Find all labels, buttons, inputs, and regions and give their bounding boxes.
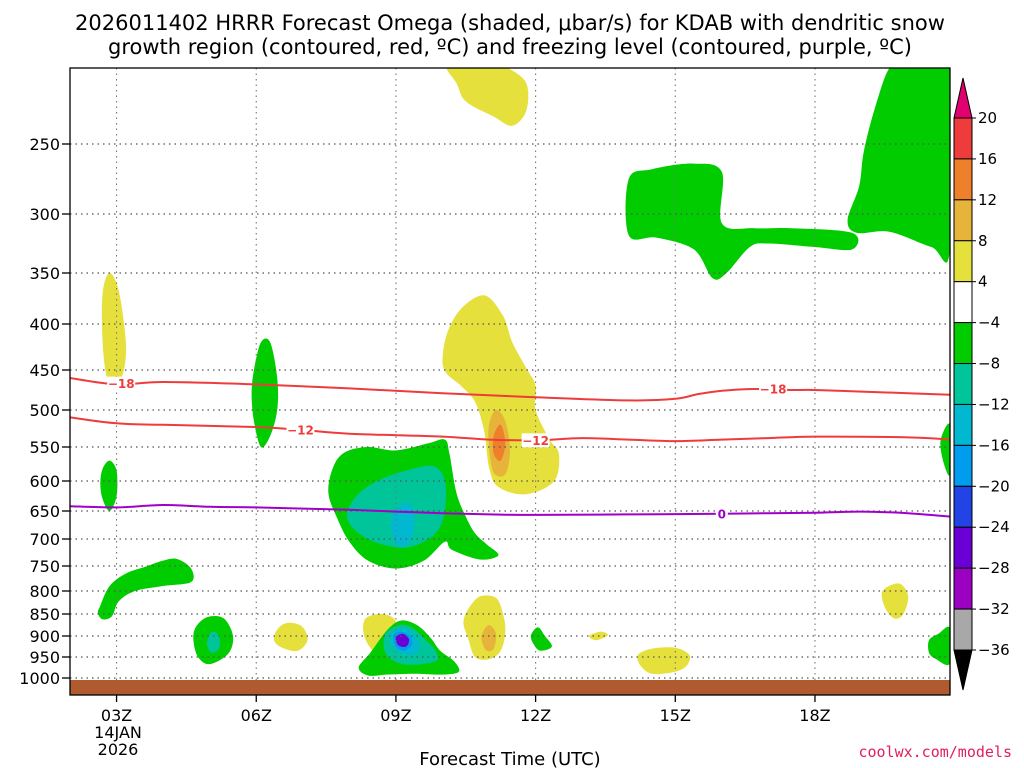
colorbar-swatch-8 bbox=[953, 444, 973, 487]
chart-title-line1: 2026011402 HRRR Forecast Omega (shaded, … bbox=[75, 11, 945, 35]
omega-region-14 bbox=[251, 338, 279, 448]
contour-line-2 bbox=[70, 503, 950, 518]
omega-region-1 bbox=[101, 272, 127, 384]
y-tick-label-800: 800 bbox=[29, 582, 60, 601]
colorbar-swatch-11 bbox=[953, 567, 973, 610]
colorbar-swatch-6 bbox=[953, 363, 973, 405]
y-tick-label-550: 550 bbox=[29, 438, 60, 457]
y-tick-label-850: 850 bbox=[29, 605, 60, 624]
omega-region-8 bbox=[881, 583, 909, 619]
plot-area: −18 −18 −12 −12 0 bbox=[70, 68, 950, 695]
y-tick-label-900: 900 bbox=[29, 627, 60, 646]
colorbar-label-2: 12 bbox=[978, 191, 997, 209]
y-tick-label-250: 250 bbox=[29, 135, 60, 154]
x-tick-label-12Z: 12Z bbox=[520, 706, 551, 725]
x-tick-label-09Z: 09Z bbox=[380, 706, 411, 725]
y-tick-label-500: 500 bbox=[29, 401, 60, 420]
contour-line-0 bbox=[70, 377, 950, 402]
colorbar-swatch-5 bbox=[953, 322, 973, 365]
y-axis: 250 300 350 400 450 500 550 600 650 700 750 800 850 9… bbox=[19, 135, 70, 688]
colorbar-swatch-3 bbox=[953, 240, 973, 283]
plot-frame bbox=[69, 67, 951, 696]
omega-region-23 bbox=[346, 465, 447, 548]
y-tick-label-750: 750 bbox=[29, 557, 60, 576]
x-axis-label: Forecast Time (UTC) bbox=[419, 749, 600, 768]
x-tick-label-15Z: 15Z bbox=[660, 706, 691, 725]
colorbar-swatch-1 bbox=[953, 158, 973, 201]
omega-region-13 bbox=[625, 163, 859, 280]
omega-region-7 bbox=[637, 647, 691, 675]
x-tick-label-06Z: 06Z bbox=[241, 706, 272, 725]
colorbar-swatch-12 bbox=[953, 608, 973, 651]
colorbar-label-6: −8 bbox=[978, 355, 1000, 373]
x-tick-label-03Z: 03Z bbox=[101, 706, 132, 725]
contour-label-bg-2-0 bbox=[715, 506, 728, 521]
contour-label-1-1: −12 bbox=[522, 434, 549, 448]
colorbar-label-11: −28 bbox=[978, 559, 1010, 577]
colorbar-label-10: −24 bbox=[978, 518, 1010, 536]
omega-region-17 bbox=[97, 558, 194, 620]
colorbar-label-0: 20 bbox=[978, 109, 997, 127]
colorbar-swatch-4 bbox=[953, 281, 973, 324]
y-tick-label-1000: 1000 bbox=[19, 669, 60, 688]
colorbar-top-arrow bbox=[953, 77, 973, 119]
contour-label-bg-0-1 bbox=[759, 382, 788, 397]
colorbar-label-3: 8 bbox=[978, 232, 988, 250]
contour-label-bg-1-1 bbox=[521, 433, 550, 448]
y-tick-label-700: 700 bbox=[29, 530, 60, 549]
colorbar-label-8: −16 bbox=[978, 436, 1010, 454]
omega-region-21 bbox=[940, 423, 950, 476]
credit-text: coolwx.com/models bbox=[858, 743, 1012, 761]
colorbar-bottom-arrow bbox=[953, 649, 973, 691]
x-axis: 03Z 06Z 09Z 12Z 15Z 18Z bbox=[101, 695, 831, 725]
omega-region-25 bbox=[206, 631, 220, 653]
omega-region-11 bbox=[492, 424, 506, 462]
omega-region-26 bbox=[391, 503, 415, 548]
colorbar-label-13: −36 bbox=[978, 641, 1010, 659]
temperature-contours: −18 −18 −12 −12 0 bbox=[70, 376, 950, 521]
x-tick-label-18Z: 18Z bbox=[799, 706, 830, 725]
y-tick-label-450: 450 bbox=[29, 361, 60, 380]
contour-label-0-1: −18 bbox=[760, 383, 787, 397]
y-tick-label-600: 600 bbox=[29, 472, 60, 491]
omega-region-3 bbox=[273, 622, 308, 652]
colorbar-label-9: −20 bbox=[978, 477, 1010, 495]
ground-bar bbox=[70, 680, 950, 695]
x-date-day: 14JAN bbox=[94, 723, 142, 742]
y-tick-label-650: 650 bbox=[29, 502, 60, 521]
y-tick-label-300: 300 bbox=[29, 205, 60, 224]
omega-region-0 bbox=[446, 68, 529, 126]
omega-region-29 bbox=[395, 633, 410, 647]
colorbar-swatch-0 bbox=[953, 117, 973, 160]
omega-region-16 bbox=[100, 460, 118, 512]
y-tick-label-400: 400 bbox=[29, 315, 60, 334]
grid-lines bbox=[70, 68, 950, 695]
colorbar-label-1: 16 bbox=[978, 150, 997, 168]
omega-region-20 bbox=[530, 627, 552, 651]
omega-region-10 bbox=[481, 625, 497, 652]
contour-label-0-0: −18 bbox=[108, 377, 135, 391]
colorbar-swatch-10 bbox=[953, 526, 973, 569]
y-tick-label-950: 950 bbox=[29, 648, 60, 667]
y-tick-label-350: 350 bbox=[29, 264, 60, 283]
colorbar-label-7: −12 bbox=[978, 395, 1010, 413]
contour-label-bg-0-0 bbox=[107, 376, 136, 391]
chart-title-line2: growth region (contoured, red, ºC) and f… bbox=[108, 35, 912, 59]
x-date-year: 2026 bbox=[98, 740, 139, 759]
contour-label-bg-1-0 bbox=[286, 422, 315, 437]
contour-label-2-0: 0 bbox=[718, 507, 726, 521]
colorbar-label-5: −4 bbox=[978, 314, 1000, 332]
colorbar: 20 16 12 8 4 −4 −8 −12 −16 −20 −24 −28 −32 −36 bbox=[953, 77, 1010, 691]
ground-surface bbox=[70, 680, 950, 695]
colorbar-label-12: −32 bbox=[978, 600, 1010, 618]
colorbar-label-4: 4 bbox=[978, 273, 988, 291]
colorbar-swatch-2 bbox=[953, 199, 973, 242]
contour-label-1-0: −12 bbox=[287, 423, 314, 437]
colorbar-swatch-7 bbox=[953, 403, 973, 446]
colorbar-swatch-9 bbox=[953, 485, 973, 528]
